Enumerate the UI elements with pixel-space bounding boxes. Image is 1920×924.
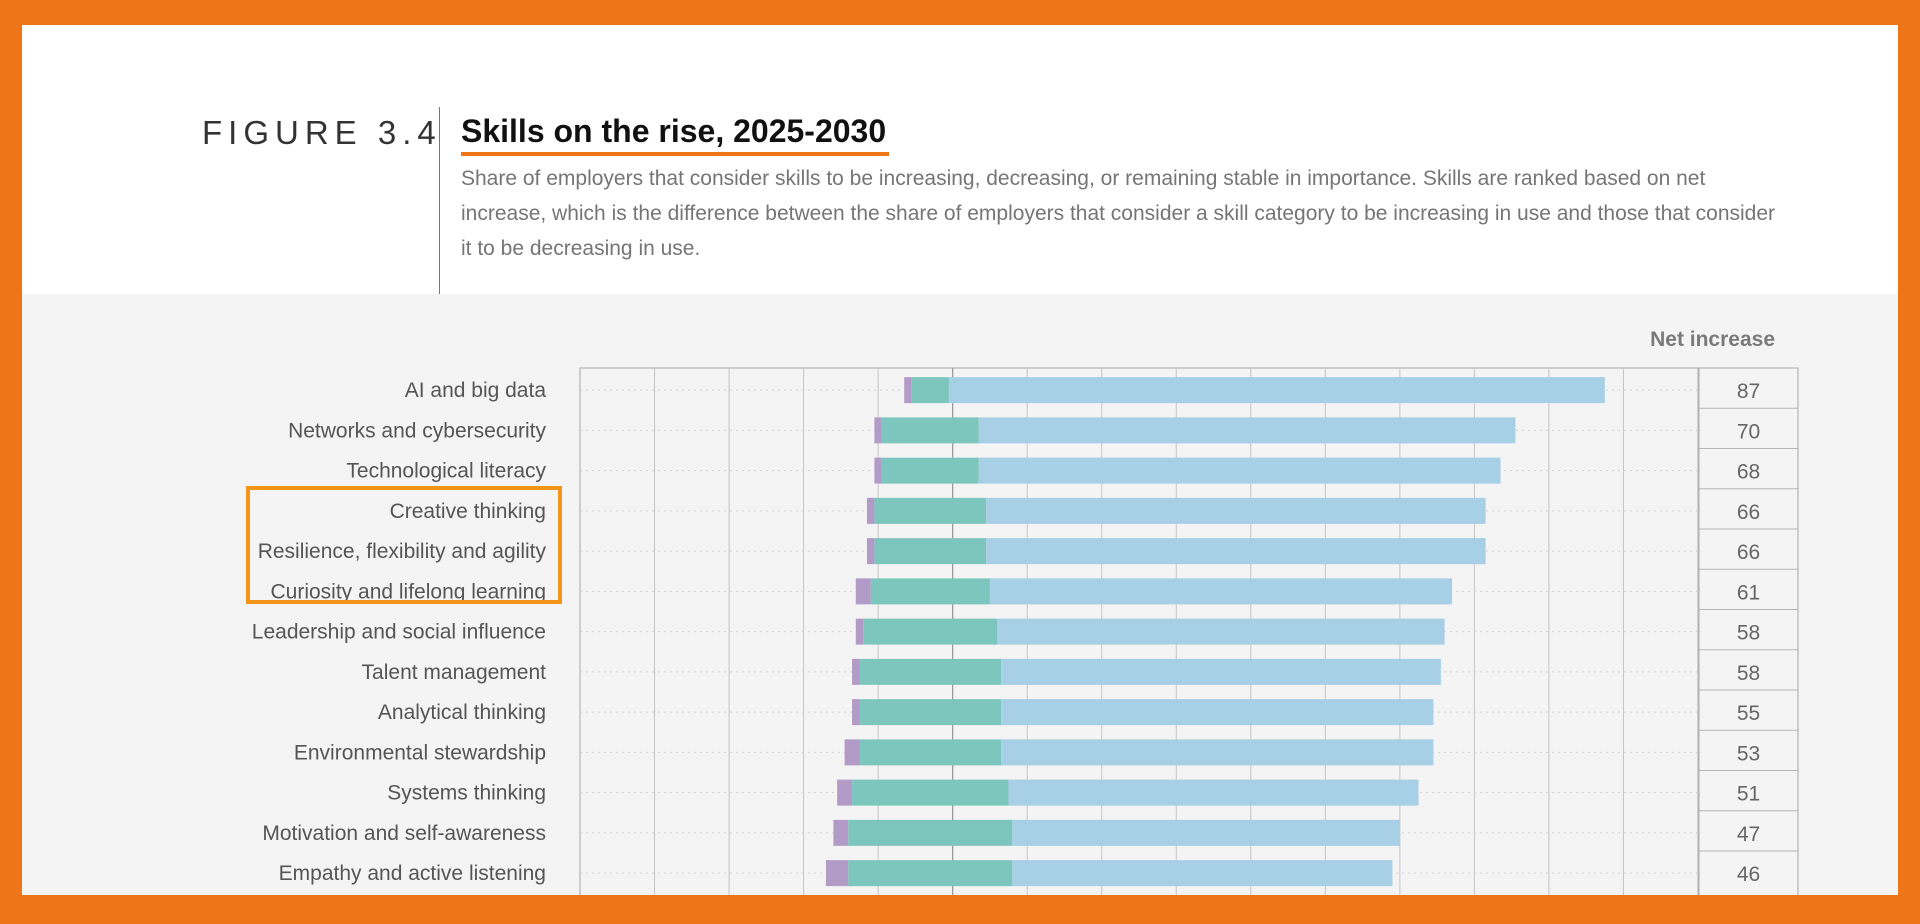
bar-stable bbox=[911, 377, 949, 404]
bar-increasing bbox=[986, 497, 1486, 524]
net-column bbox=[1698, 367, 1799, 895]
net-increase-value: 58 bbox=[1737, 662, 1760, 685]
net-increase-value: 51 bbox=[1737, 783, 1760, 806]
bar-stable bbox=[863, 618, 998, 645]
bar-increasing bbox=[1012, 819, 1400, 846]
bar-stable bbox=[859, 739, 1002, 766]
bar-increasing bbox=[1001, 699, 1434, 726]
bar-decreasing bbox=[866, 538, 875, 565]
figure-panel: FIGURE 3.4 Skills on the rise, 2025-2030… bbox=[22, 25, 1898, 895]
bar-stable bbox=[852, 779, 1009, 806]
highlight-box bbox=[246, 486, 562, 604]
figure-subtitle: Share of employers that consider skills … bbox=[461, 167, 1776, 260]
bar-stable bbox=[874, 497, 987, 524]
bar-increasing bbox=[1001, 658, 1441, 685]
category-label: Leadership and social influence bbox=[252, 621, 546, 644]
net-increase-value: 55 bbox=[1737, 702, 1760, 725]
skills-chart: AI and big data 87 Networks and cybersecur… bbox=[252, 367, 1799, 895]
bar-increasing bbox=[986, 538, 1486, 565]
bar-stable bbox=[859, 699, 1002, 726]
bar-decreasing bbox=[852, 699, 860, 726]
header-divider bbox=[439, 107, 440, 294]
bar-increasing bbox=[978, 457, 1501, 484]
figure-title: Skills on the rise, 2025-2030 bbox=[461, 113, 887, 149]
category-label: Empathy and active listening bbox=[279, 862, 546, 885]
bar-increasing bbox=[989, 578, 1453, 605]
net-increase-value: 53 bbox=[1737, 742, 1760, 765]
bar-stable bbox=[848, 819, 1013, 846]
category-label: Curiosity and lifelong learning bbox=[271, 580, 547, 603]
bar-decreasing bbox=[852, 658, 860, 685]
category-label: Environmental stewardship bbox=[294, 741, 546, 764]
category-label: Systems thinking bbox=[387, 782, 546, 805]
plot-frame bbox=[579, 367, 1699, 895]
bar-decreasing bbox=[833, 819, 849, 846]
category-label: Technological literacy bbox=[346, 460, 546, 483]
bar-decreasing bbox=[866, 497, 875, 524]
net-increase-value: 66 bbox=[1737, 541, 1760, 564]
bar-increasing bbox=[948, 377, 1605, 404]
bar-decreasing bbox=[874, 457, 882, 484]
category-label: Analytical thinking bbox=[378, 701, 546, 724]
bar-stable bbox=[870, 578, 990, 605]
title-underline bbox=[461, 152, 889, 156]
bar-decreasing bbox=[855, 618, 864, 645]
category-label: Creative thinking bbox=[390, 500, 546, 523]
category-label: Networks and cybersecurity bbox=[288, 419, 546, 442]
net-increase-value: 58 bbox=[1737, 622, 1760, 645]
category-label: Resilience, flexibility and agility bbox=[258, 540, 547, 563]
net-increase-value: 61 bbox=[1737, 581, 1760, 604]
bar-decreasing bbox=[855, 578, 871, 605]
bar-decreasing bbox=[904, 377, 912, 404]
bar-stable bbox=[881, 457, 979, 484]
bar-decreasing bbox=[844, 739, 860, 766]
bar-increasing bbox=[1001, 739, 1434, 766]
bar-decreasing bbox=[837, 779, 853, 806]
category-label: AI and big data bbox=[405, 379, 547, 402]
net-increase-value: 68 bbox=[1737, 461, 1760, 484]
category-label: Motivation and self-awareness bbox=[262, 822, 546, 845]
bar-increasing bbox=[1008, 779, 1419, 806]
net-increase-value: 47 bbox=[1737, 823, 1760, 846]
bar-increasing bbox=[978, 417, 1516, 444]
bar-stable bbox=[874, 538, 987, 565]
bar-increasing bbox=[997, 618, 1445, 645]
bar-stable bbox=[848, 860, 1013, 887]
bar-increasing bbox=[1012, 860, 1393, 887]
net-increase-value: 66 bbox=[1737, 501, 1760, 524]
net-increase-header: Net increase bbox=[1650, 328, 1775, 351]
bar-decreasing bbox=[825, 860, 849, 887]
net-increase-value: 46 bbox=[1737, 863, 1760, 886]
net-increase-value: 70 bbox=[1737, 420, 1760, 443]
bar-stable bbox=[881, 417, 979, 444]
category-label: Talent management bbox=[362, 661, 547, 684]
figure-label: FIGURE 3.4 bbox=[202, 114, 442, 151]
net-increase-value: 87 bbox=[1737, 380, 1760, 403]
bar-decreasing bbox=[874, 417, 882, 444]
bar-stable bbox=[859, 658, 1002, 685]
